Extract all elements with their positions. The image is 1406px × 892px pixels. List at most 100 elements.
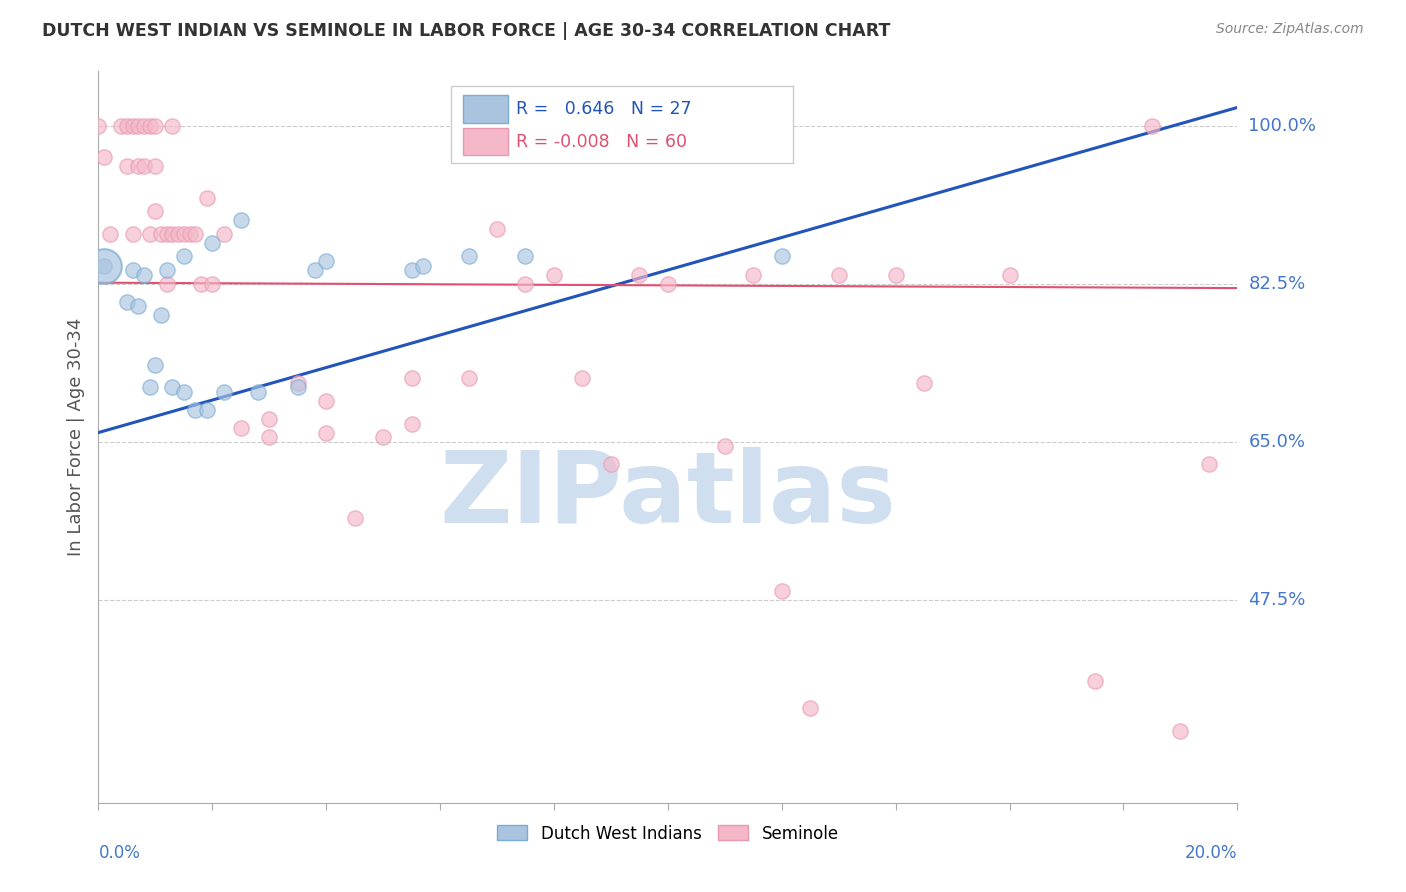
Point (167, 227, 190, 241)
Point (657, 277, 679, 291)
Point (1140, 119, 1163, 133)
Point (145, 159, 167, 173)
Point (93, 259, 115, 273)
Text: 65.0%: 65.0% (1249, 433, 1305, 450)
Point (173, 250, 195, 264)
Point (115, 294, 138, 309)
Point (138, 380, 160, 394)
Point (770, 250, 793, 264)
Point (138, 119, 160, 133)
Point (201, 277, 224, 291)
Point (184, 227, 207, 241)
Point (162, 380, 184, 394)
FancyBboxPatch shape (451, 86, 793, 163)
Point (600, 457, 623, 471)
Point (121, 119, 143, 133)
Point (115, 119, 138, 133)
Point (121, 227, 143, 241)
Point (799, 701, 821, 715)
Point (190, 277, 212, 291)
Point (145, 358, 167, 372)
Text: 20.0%: 20.0% (1185, 845, 1237, 863)
Point (212, 384, 235, 399)
Point (457, 250, 479, 264)
Point (132, 268, 155, 282)
FancyBboxPatch shape (463, 95, 509, 122)
Point (1198, 457, 1220, 471)
FancyBboxPatch shape (463, 128, 509, 155)
Point (259, 430, 281, 444)
Point (156, 277, 179, 291)
Point (714, 439, 737, 453)
Point (998, 268, 1021, 282)
Point (98, 227, 121, 241)
Point (401, 371, 423, 385)
Point (628, 268, 651, 282)
Point (343, 511, 366, 525)
Text: 47.5%: 47.5% (1249, 591, 1306, 608)
Point (373, 430, 395, 444)
Point (571, 371, 593, 385)
Text: R =   0.646   N = 27: R = 0.646 N = 27 (516, 100, 692, 118)
Point (93, 150, 115, 164)
Point (179, 227, 201, 241)
Point (246, 384, 269, 399)
Point (132, 159, 155, 173)
Point (156, 263, 179, 277)
Point (110, 119, 132, 133)
Point (145, 204, 167, 219)
Point (742, 268, 765, 282)
Point (132, 119, 155, 133)
Point (87, 119, 110, 133)
Point (156, 227, 179, 241)
Point (401, 263, 423, 277)
Point (315, 425, 337, 440)
Point (315, 254, 337, 268)
Point (912, 376, 935, 390)
Text: 0.0%: 0.0% (98, 845, 141, 863)
Point (127, 119, 149, 133)
Point (212, 227, 235, 241)
Text: 82.5%: 82.5% (1249, 275, 1306, 293)
Legend: Dutch West Indians, Seminole: Dutch West Indians, Seminole (491, 818, 845, 849)
Point (543, 268, 565, 282)
Point (828, 268, 851, 282)
Text: 100.0%: 100.0% (1249, 117, 1316, 135)
Point (884, 268, 907, 282)
Point (412, 259, 434, 273)
Point (229, 421, 252, 435)
Point (304, 263, 326, 277)
Point (287, 380, 309, 394)
Point (138, 227, 160, 241)
Point (127, 159, 149, 173)
Point (401, 417, 423, 431)
Point (184, 403, 207, 417)
Point (515, 277, 537, 291)
Point (201, 235, 224, 250)
Point (150, 308, 173, 322)
Point (315, 394, 337, 409)
Point (287, 376, 309, 390)
Point (162, 119, 184, 133)
Point (127, 299, 149, 313)
Point (173, 384, 195, 399)
Y-axis label: In Labor Force | Age 30-34: In Labor Force | Age 30-34 (66, 318, 84, 557)
Point (162, 227, 184, 241)
Point (173, 227, 195, 241)
Point (1170, 723, 1192, 738)
Point (1084, 673, 1107, 688)
Point (229, 213, 252, 227)
Point (93, 259, 115, 273)
Point (195, 403, 218, 417)
Point (121, 263, 143, 277)
Point (150, 227, 173, 241)
Point (195, 191, 218, 205)
Point (115, 159, 138, 173)
Text: ZIPatlas: ZIPatlas (440, 447, 896, 544)
Point (515, 250, 537, 264)
Text: R = -0.008   N = 60: R = -0.008 N = 60 (516, 133, 688, 151)
Text: Source: ZipAtlas.com: Source: ZipAtlas.com (1216, 22, 1364, 37)
Point (770, 119, 793, 133)
Point (145, 119, 167, 133)
Point (486, 222, 509, 236)
